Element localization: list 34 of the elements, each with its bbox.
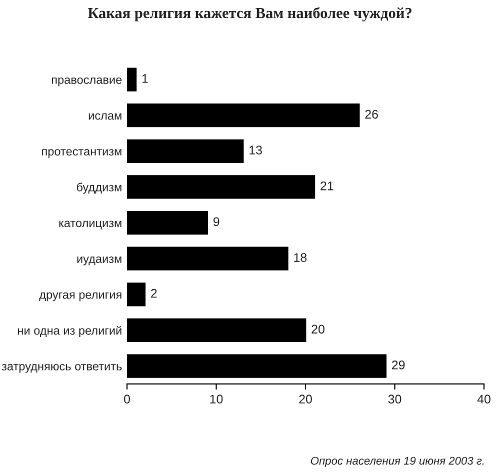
y-tick-label: православие <box>52 77 122 86</box>
text: Опрос населения 19 июня 2003 г. <box>310 456 484 467</box>
bar <box>127 68 137 92</box>
y-tick-label: католицизм <box>59 220 122 230</box>
bar <box>127 354 387 378</box>
x-tick-label: 20 <box>299 394 312 404</box>
y-tick-label: другая религия <box>39 292 122 302</box>
data-label: 1 <box>142 74 148 83</box>
y-tick-label: иудаизм <box>77 256 122 266</box>
bar <box>127 282 146 306</box>
data-label: 26 <box>365 110 378 119</box>
y-tick-label: буддизм <box>76 182 122 194</box>
y-tick-label: ни одна из религий <box>18 326 122 338</box>
data-label: 9 <box>213 217 220 226</box>
chart-title: Какая религия кажется Вам наиболее чуждой? <box>88 7 412 22</box>
data-label: 21 <box>320 181 334 190</box>
x-tick-label: 40 <box>477 394 490 404</box>
x-tick-label: 0 <box>124 394 130 404</box>
bar <box>127 210 208 235</box>
y-tick-label: затрудняюсь ответить <box>2 364 122 373</box>
x-tick-label: 30 <box>388 394 402 404</box>
data-label: 29 <box>392 360 405 370</box>
data-label: 13 <box>250 146 262 155</box>
data-label: 18 <box>294 253 307 262</box>
x-tick-label: 10 <box>210 394 223 404</box>
y-tick-label: протестантизм <box>42 149 122 158</box>
bar <box>127 139 244 163</box>
bar <box>127 318 306 342</box>
data-label: 2 <box>151 288 157 298</box>
data-label: 20 <box>312 324 324 334</box>
bar <box>127 246 288 270</box>
y-tick-label: ислам <box>88 113 122 120</box>
bar <box>127 104 360 128</box>
bar <box>127 175 316 199</box>
